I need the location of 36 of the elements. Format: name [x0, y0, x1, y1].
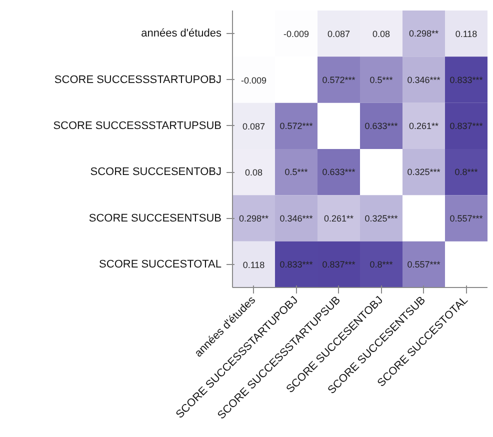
data-label: 0.325***	[407, 167, 441, 178]
data-label: 0.298**	[238, 213, 270, 224]
y-tick-label: SCORE SUCCESTOTAL	[99, 258, 222, 270]
data-label: 0.8***	[454, 167, 478, 178]
data-label: -0.009	[283, 29, 310, 40]
data-label: 0.08	[372, 29, 390, 40]
data-label: 0.08	[244, 168, 263, 178]
data-label: 0.087	[242, 121, 266, 132]
data-label: 0.833***	[280, 259, 314, 270]
data-label: 0.557***	[407, 259, 441, 270]
data-label: 0.557***	[450, 213, 484, 224]
data-label: -0.009	[240, 75, 267, 86]
data-label: 0.572***	[322, 74, 356, 85]
data-label: 0.087	[327, 29, 350, 40]
data-label: 0.298**	[408, 28, 440, 39]
y-tick-label: SCORE SUCCESENTSUB	[88, 212, 222, 224]
data-label: 0.833***	[450, 74, 484, 85]
data-label: 0.5***	[370, 74, 394, 85]
data-label: 0.5***	[284, 167, 308, 178]
data-label: 0.8***	[370, 259, 394, 270]
data-label: 0.346***	[280, 213, 314, 224]
y-tick-label: années d'études	[141, 28, 222, 40]
data-label: 0.633***	[322, 167, 356, 178]
data-label: 0.118	[242, 260, 265, 270]
data-label: 0.572***	[280, 120, 314, 131]
data-label: 0.261**	[408, 120, 440, 131]
y-tick-label: SCORE SUCCESSSTARTUPOBJ	[54, 74, 222, 86]
y-tick-label: SCORE SUCCESSSTARTUPSUB	[53, 120, 222, 132]
data-label: 0.837***	[450, 120, 484, 131]
data-label: 0.261**	[324, 213, 354, 224]
data-label: 0.118	[455, 29, 478, 40]
data-label: 0.325***	[364, 213, 398, 224]
data-label: 0.633***	[364, 120, 398, 131]
data-label: 0.837***	[322, 259, 356, 270]
data-label: 0.346***	[407, 74, 441, 85]
y-tick-label: SCORE SUCCESENTOBJ	[90, 166, 222, 178]
